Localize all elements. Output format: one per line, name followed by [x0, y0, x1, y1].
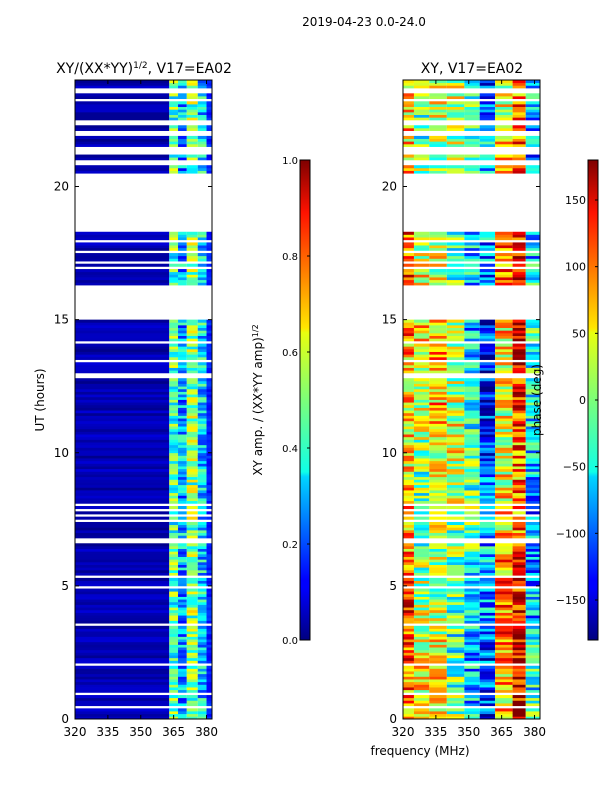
phase-band-6 [495, 80, 513, 720]
phase-cbar-tick-label-3: 0 [579, 394, 586, 407]
phase-ytick-label-0: 0 [389, 712, 397, 726]
amp-band-0 [75, 80, 170, 720]
amp-ylabel: UT (hours) [33, 368, 47, 431]
phase-ytick-label-1: 5 [389, 579, 397, 593]
phase-band-1 [413, 80, 430, 720]
amp-cbar-label-main: XY amp. / (XX*YY amp) [251, 337, 265, 475]
amp-panel: XY/(XX*YY)1/2, V17=EA02 320 335 350 365 380 0… [33, 61, 232, 739]
amp-ytick-label-1: 5 [61, 579, 69, 593]
phase-cbar-tick-label-1: 100 [565, 261, 586, 274]
amp-cbar-tick-label-4: 0.8 [282, 252, 298, 263]
phase-ytick-label-4: 20 [382, 180, 397, 194]
amp-cbar-tick-label-2: 0.4 [282, 444, 298, 455]
phase-heatmap [403, 80, 540, 720]
amp-xtick-label-2: 350 [129, 725, 152, 739]
amp-ytick-label-3: 15 [54, 313, 69, 327]
phase-xtick-label-3: 365 [490, 725, 513, 739]
amp-xtick-label-1: 335 [96, 725, 119, 739]
amp-band-5 [206, 80, 212, 720]
phase-xtick-label-1: 335 [424, 725, 447, 739]
phase-cbar-tick-label-2: 50 [572, 327, 586, 340]
amp-title-tail: , V17=EA02 [148, 61, 232, 77]
phase-band-8 [525, 80, 540, 720]
phase-xtick-label-0: 320 [392, 725, 415, 739]
amp-xtick-label-0: 320 [64, 725, 87, 739]
amp-cbar-label-sup: 1/2 [251, 324, 260, 337]
amp-ytick-label-0: 0 [61, 712, 69, 726]
phase-colorbar: 150 100 50 0 −50 −100 −150 phase (deg) [530, 159, 599, 641]
phase-cbar-tick-label-4: −50 [563, 461, 586, 474]
amp-ytick-label-2: 10 [54, 446, 69, 460]
phase-band-5 [479, 80, 496, 720]
phase-band-7 [512, 80, 526, 720]
phase-axes-frame [402, 79, 541, 720]
phase-panel: XY, V17=EA02 320 335 350 365 380 0 5 10 15 20 [382, 61, 546, 739]
amp-heatmap [75, 80, 212, 720]
amp-xtick-label-3: 365 [162, 725, 185, 739]
amp-axes: 320 335 350 365 380 0 5 10 15 20 [54, 79, 218, 739]
phase-xtick-label-2: 350 [457, 725, 480, 739]
phase-colorbar-ticks: 150 100 50 0 −50 −100 −150 [556, 194, 598, 607]
amp-colorbar-ticks: 0.0 0.2 0.4 0.6 0.8 1.0 [282, 156, 310, 647]
phase-band-4 [464, 80, 480, 720]
amp-band-1 [169, 80, 179, 720]
amp-cbar-tick-label-5: 1.0 [282, 156, 298, 167]
amp-band-3 [186, 80, 198, 720]
phase-panel-title: XY, V17=EA02 [421, 61, 523, 77]
frequency-xlabel: frequency (MHz) [370, 744, 469, 758]
figure-suptitle: 2019-04-23 0.0-24.0 [302, 15, 426, 29]
phase-ytick-label-2: 10 [382, 446, 397, 460]
amp-panel-title: XY/(XX*YY)1/2, V17=EA02 [56, 61, 232, 77]
amp-colorbar: 0.0 0.2 0.4 0.6 0.8 1.0 XY amp. / (XX*YY amp)… [251, 156, 311, 647]
phase-band-3 [446, 80, 465, 720]
phase-ytick-label-3: 15 [382, 313, 397, 327]
phase-axes: 320 335 350 365 380 0 5 10 15 20 [382, 79, 546, 739]
amp-title-main: XY/(XX*YY) [56, 61, 133, 77]
phase-xtick-label-4: 380 [523, 725, 546, 739]
amp-ytick-label-4: 20 [54, 180, 69, 194]
phase-cbar-tick-label-5: −100 [556, 527, 586, 540]
amp-cbar-tick-label-3: 0.6 [282, 348, 298, 359]
amp-colorbar-gradient [299, 159, 311, 641]
phase-cbar-tick-label-0: 150 [565, 194, 586, 207]
amp-band-4 [197, 80, 207, 720]
amp-cbar-tick-label-1: 0.2 [282, 540, 298, 551]
amp-cbar-tick-label-0: 0.0 [282, 636, 298, 647]
amp-axes-frame [74, 79, 213, 720]
phase-band-0 [403, 80, 414, 720]
amp-band-2 [178, 80, 187, 720]
phase-band-2 [429, 80, 447, 720]
amp-xtick-label-4: 380 [195, 725, 218, 739]
phase-colorbar-label: phase (deg) [530, 364, 544, 436]
amp-colorbar-label: XY amp. / (XX*YY amp)1/2 [251, 324, 266, 475]
phase-cbar-tick-label-6: −150 [556, 594, 586, 607]
amp-title-sup: 1/2 [133, 61, 147, 71]
